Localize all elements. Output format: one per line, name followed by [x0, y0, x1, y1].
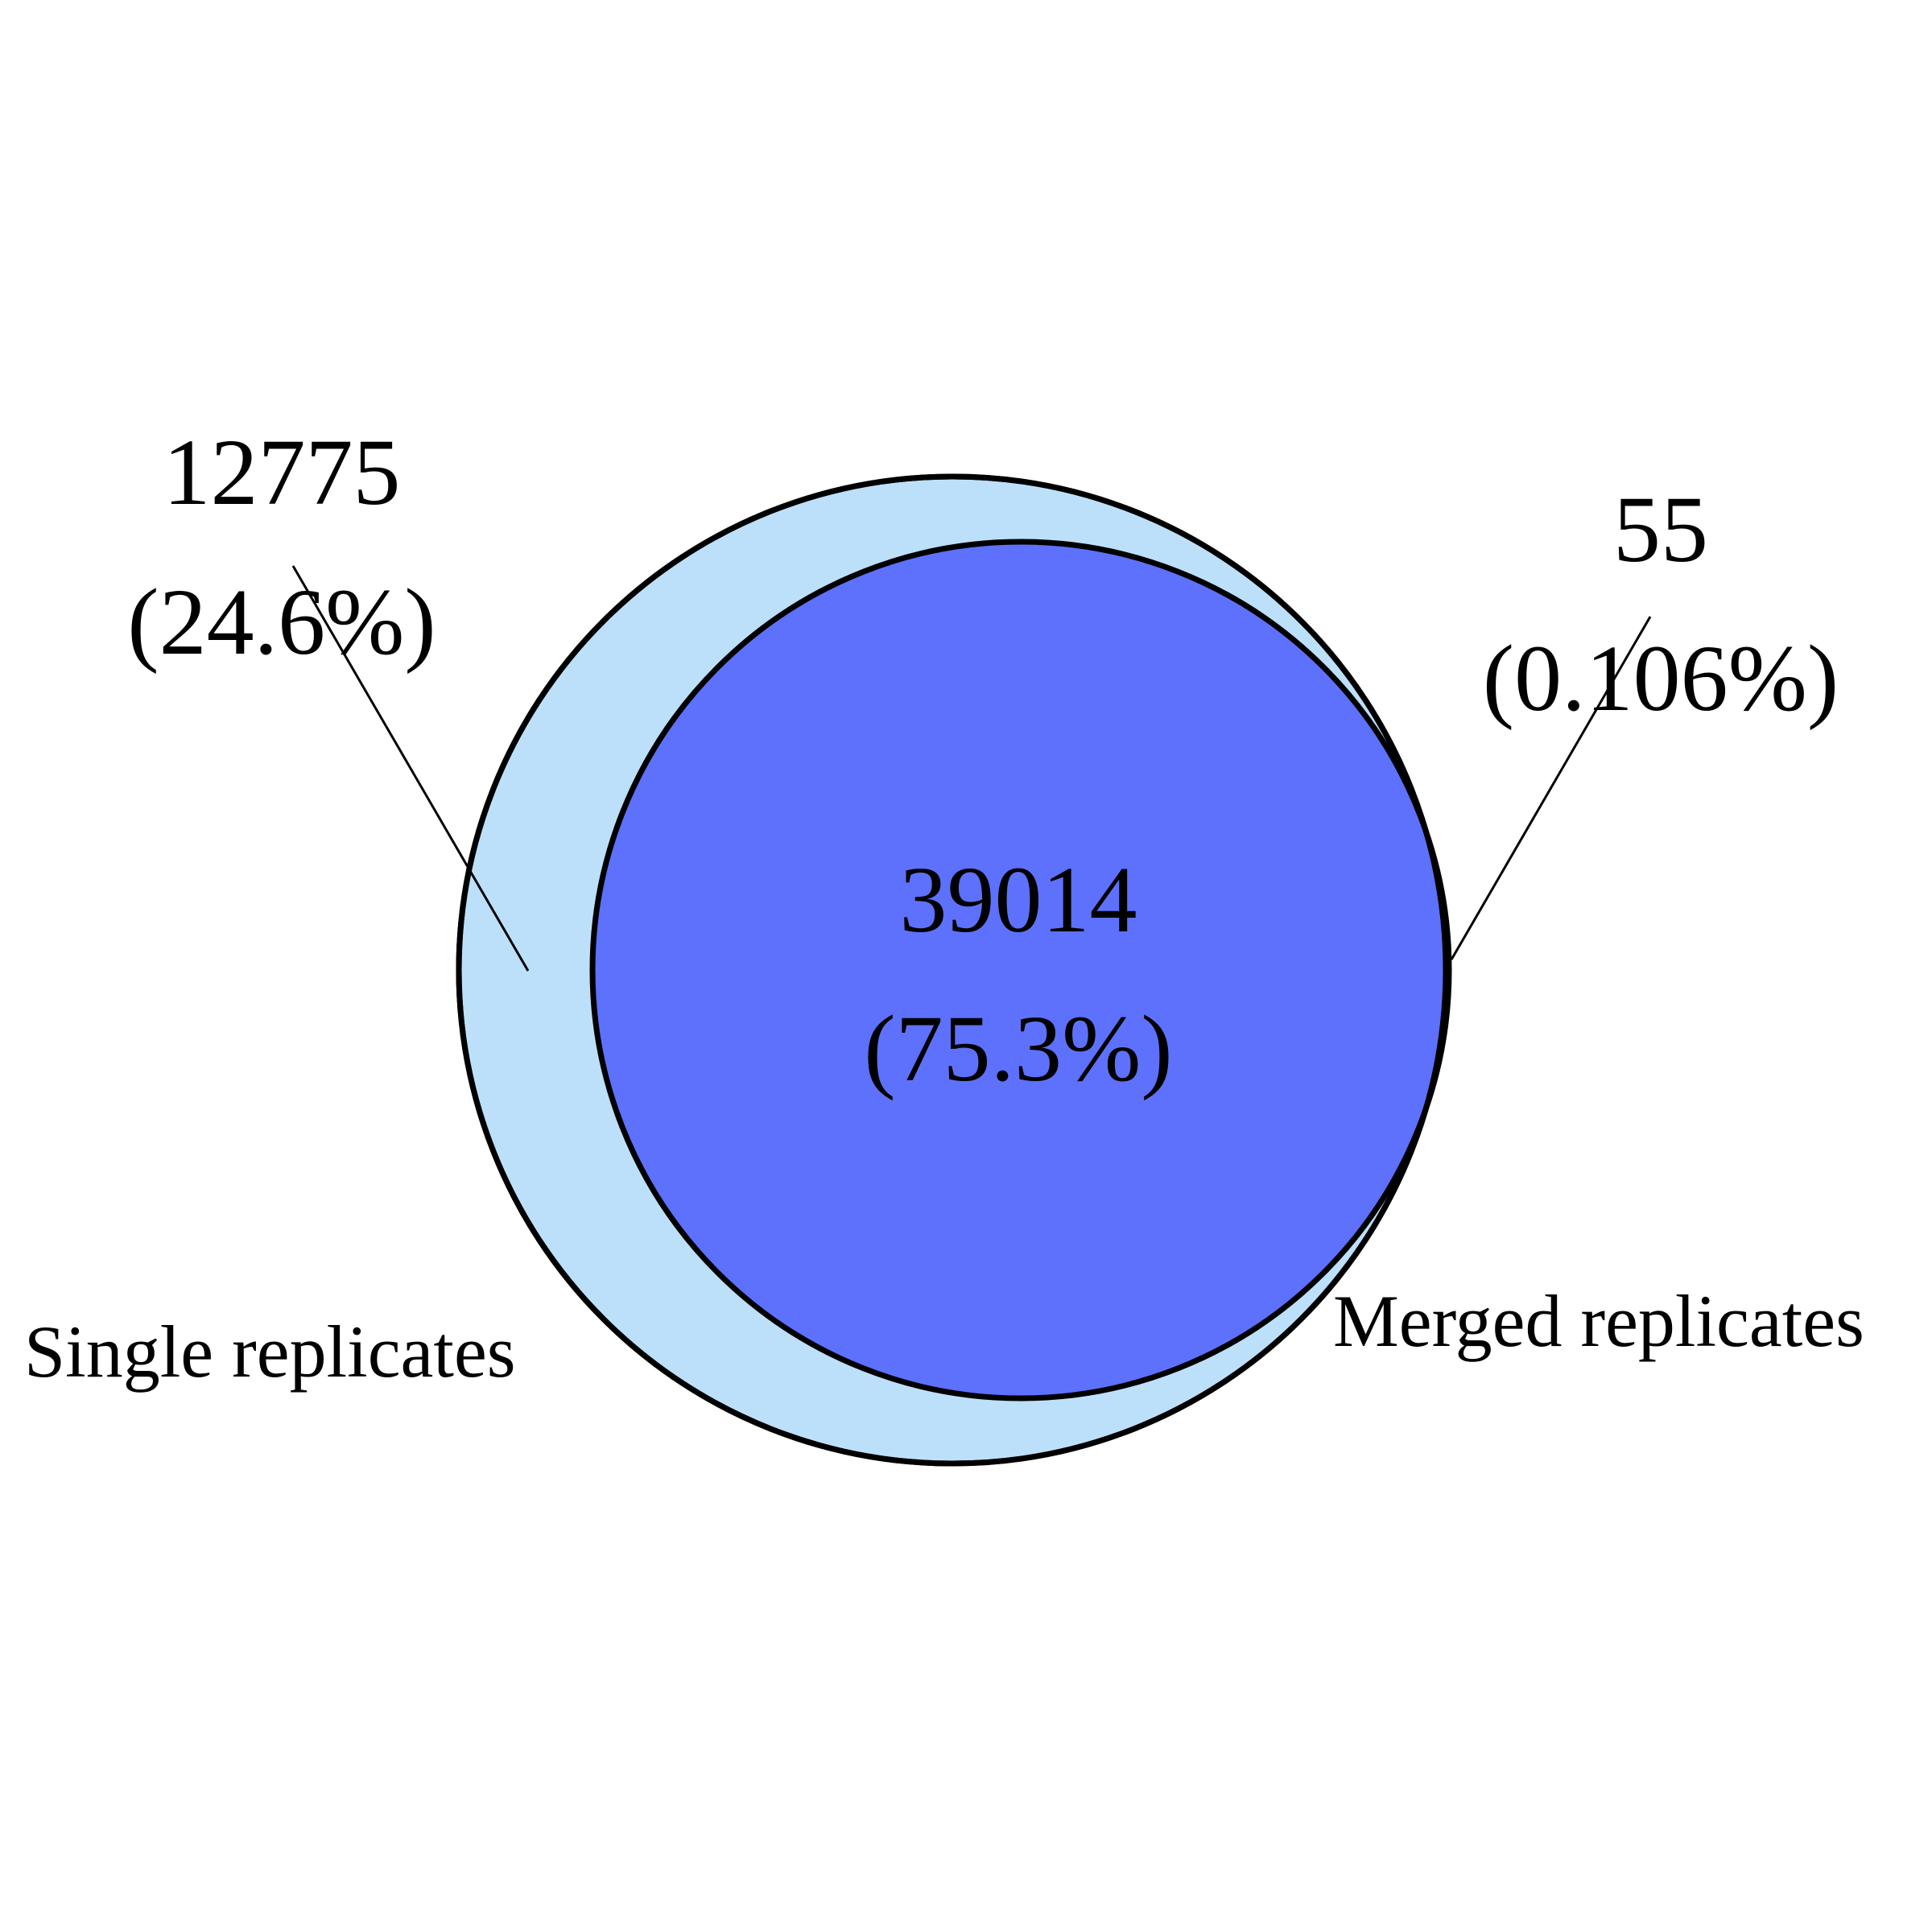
- merged-replicates-label: Merged replicates: [1333, 1280, 1864, 1362]
- single-replicates-label: Single replicates: [24, 1311, 516, 1393]
- intersection-count: 39014: [900, 847, 1137, 952]
- merged-only-leader-line: [1450, 616, 1652, 960]
- merged-replicates-circle: [589, 539, 1452, 1402]
- merged-only-percent: (0.106%): [1483, 625, 1839, 731]
- single-only-percent: (24.6%): [127, 569, 436, 675]
- intersection-percent: (75.3%): [864, 996, 1172, 1101]
- single-replicates-outline: [456, 473, 1449, 1467]
- single-only-count: 12775: [163, 419, 401, 525]
- merged-only-count: 55: [1613, 477, 1708, 582]
- single-only-leader-line: [291, 565, 530, 972]
